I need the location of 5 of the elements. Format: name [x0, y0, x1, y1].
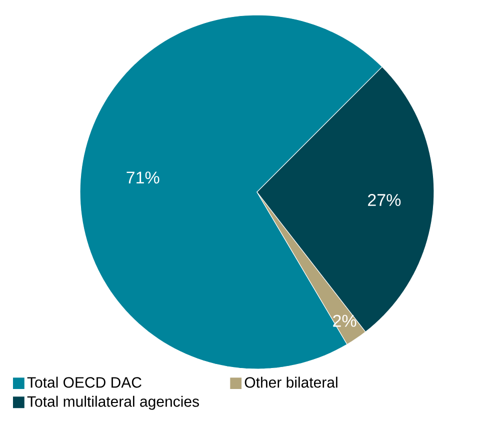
data-label: 27%: [368, 194, 401, 206]
data-label: 71%: [126, 172, 160, 184]
legend-label: Other bilateral: [244, 376, 338, 388]
legend-label: Total OECD DAC: [27, 376, 142, 388]
legend-label: Total multilateral agencies: [27, 396, 199, 410]
